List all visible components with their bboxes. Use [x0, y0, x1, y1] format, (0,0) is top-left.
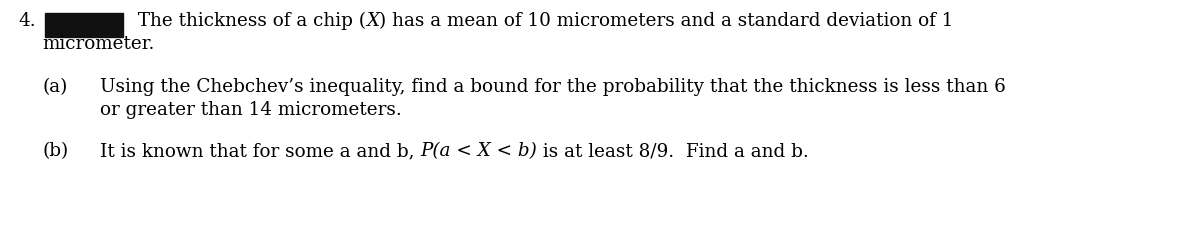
Text: X: X [366, 12, 379, 30]
Text: 4.: 4. [18, 12, 36, 30]
Text: (a): (a) [42, 78, 67, 96]
Text: ) has a mean of 10 micrometers and a standard deviation of 1: ) has a mean of 10 micrometers and a sta… [379, 12, 954, 30]
Text: Using the Chebchev’s inequality, find a bound for the probability that the thick: Using the Chebchev’s inequality, find a … [100, 78, 1006, 96]
Text: The thickness of a chip (: The thickness of a chip ( [132, 12, 366, 30]
Text: It is known that for some a and b,: It is known that for some a and b, [100, 142, 420, 160]
Text: is at least 8/9.  Find a and b.: is at least 8/9. Find a and b. [538, 142, 809, 160]
Text: micrometer.: micrometer. [42, 35, 155, 53]
FancyBboxPatch shape [46, 13, 124, 37]
Text: or greater than 14 micrometers.: or greater than 14 micrometers. [100, 101, 402, 119]
Text: P(a < X < b): P(a < X < b) [420, 142, 538, 160]
Text: (b): (b) [42, 142, 68, 160]
